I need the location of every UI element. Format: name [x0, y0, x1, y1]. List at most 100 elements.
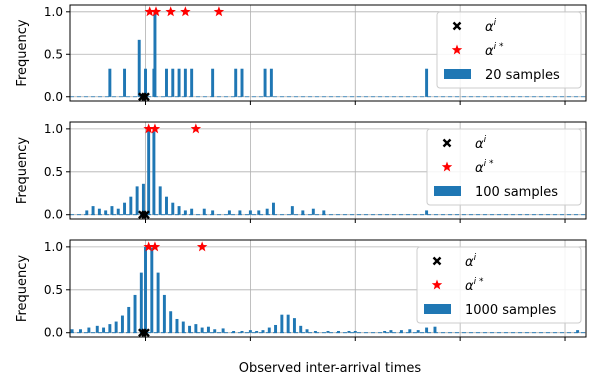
histogram-bar [425, 210, 428, 214]
y-tick-label: 0.0 [44, 90, 63, 104]
histogram-bar [96, 326, 99, 333]
histogram-bar [257, 210, 260, 214]
histogram-bar [306, 329, 309, 332]
histogram-bar [408, 329, 411, 332]
histogram-bar [264, 69, 267, 97]
histogram-bar [165, 197, 168, 215]
histogram-bar [280, 315, 283, 333]
histogram-bar [147, 129, 150, 215]
legend: αi αi * 20 samples [437, 12, 581, 88]
estimated-alpha-marker [214, 6, 224, 16]
histogram-bar [165, 69, 168, 97]
histogram-bar [274, 325, 277, 333]
histogram-bar [134, 295, 137, 333]
histogram-bar [312, 209, 315, 215]
histogram-bar [234, 69, 237, 97]
histogram-bar [108, 324, 111, 333]
y-tick-label: 1.0 [44, 122, 63, 136]
histogram-bar [213, 329, 216, 332]
histogram-bar [389, 330, 392, 333]
histogram-bar [178, 69, 181, 97]
histogram-bar [127, 307, 130, 333]
subplot-3: 0.0 0.5 1.0 Frequency αi αi * 1000 samples [15, 240, 586, 341]
histogram-bar [136, 186, 139, 214]
histogram-bar [142, 184, 145, 215]
legend: αi αi * 100 samples [427, 129, 581, 205]
y-tick-label: 0.0 [44, 326, 63, 340]
histogram-bar [184, 210, 187, 214]
histogram-bar [144, 69, 147, 97]
histogram-bar [301, 210, 304, 214]
histogram-bar [144, 247, 147, 333]
y-axis-label: Frequency [15, 255, 30, 322]
histogram-bar [176, 319, 179, 333]
histogram-bar [293, 318, 296, 333]
y-tick-label: 0.5 [44, 165, 63, 179]
histogram-bar [228, 210, 231, 214]
legend-bar-label: 1000 samples [465, 303, 556, 318]
subplot-1: 0.0 0.5 1.0 Frequency αi αi * 20 samples [15, 5, 586, 105]
histogram-bar [169, 311, 172, 332]
histogram-bar [71, 329, 74, 332]
histogram-bar [163, 295, 166, 333]
histogram-bar [115, 322, 118, 333]
histogram-bar [85, 210, 88, 214]
histogram-bar [138, 40, 141, 97]
histogram-bar [322, 210, 325, 214]
histogram-bar [287, 315, 290, 333]
histogram-bar [152, 131, 155, 214]
legend-bar-patch [444, 69, 471, 79]
y-axis-label: Frequency [15, 19, 30, 86]
histogram-bar [117, 209, 120, 215]
histogram-bar [190, 69, 193, 97]
legend-bar-patch [434, 186, 461, 196]
estimated-alpha-marker [197, 241, 207, 251]
y-tick-label: 1.0 [44, 240, 63, 254]
histogram-bar [299, 326, 302, 333]
histogram-bar [171, 69, 174, 97]
subplot-2: 0.0 0.5 1.0 Frequency αi αi * 100 samples [15, 122, 586, 223]
legend-bar-patch [424, 304, 451, 314]
histogram-bar [171, 203, 174, 215]
histogram-bar [153, 12, 156, 97]
histogram-bar [211, 210, 214, 214]
legend: αiαi *1000 samples [417, 247, 581, 323]
histogram-bar [203, 209, 206, 215]
histogram-bar [129, 197, 132, 215]
histogram-bar [425, 328, 428, 333]
histogram-bar [121, 316, 124, 333]
histogram-bar [190, 209, 193, 215]
y-tick-label: 0.5 [44, 283, 63, 297]
histogram-bar [110, 206, 113, 215]
legend-bar-label: 20 samples [485, 68, 560, 83]
histogram-bar [102, 328, 105, 333]
y-axis-label: Frequency [15, 137, 30, 204]
histogram-bar [201, 328, 204, 333]
histogram-bar [272, 203, 275, 215]
histogram-bar [108, 69, 111, 97]
estimated-alpha-marker [191, 123, 201, 133]
histogram-bar [123, 69, 126, 97]
estimated-alpha-marker [165, 6, 175, 16]
histogram-bar [123, 203, 126, 215]
histogram-bar [417, 330, 420, 333]
histogram-bar [150, 248, 153, 333]
estimated-alpha-marker [180, 6, 190, 16]
histogram-bar [87, 328, 90, 333]
histogram-bar [268, 328, 271, 333]
x-axis-label: Observed inter-arrival times [239, 361, 422, 376]
histogram-bar [249, 330, 252, 333]
histogram-bar [434, 327, 437, 333]
histogram-bar [238, 210, 241, 214]
legend-bar-label: 100 samples [475, 185, 558, 200]
y-tick-label: 0.0 [44, 208, 63, 222]
histogram-bar [425, 69, 428, 97]
histogram-bar [182, 322, 185, 333]
histogram-bar [157, 273, 160, 333]
histogram-bar [188, 326, 191, 333]
histogram-bar [291, 206, 294, 215]
histogram-bar [98, 209, 101, 215]
y-tick-label: 0.5 [44, 47, 63, 61]
histogram-bar [211, 69, 214, 97]
